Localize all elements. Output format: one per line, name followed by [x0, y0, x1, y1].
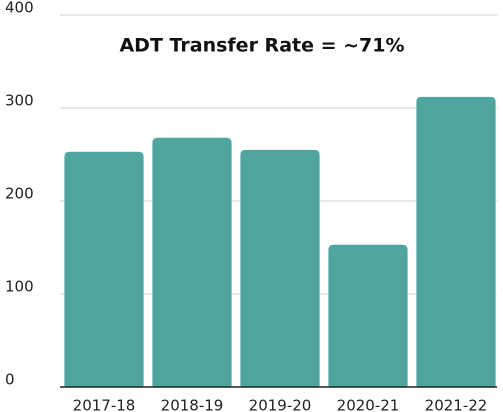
- bar: [416, 96, 496, 387]
- y-tick-label: 400: [5, 0, 34, 17]
- x-tick-label: 2018-19: [161, 397, 224, 412]
- x-tick-label: 2020-21: [337, 397, 400, 412]
- bar: [64, 151, 144, 387]
- y-tick-label: 100: [5, 278, 34, 296]
- y-tick-label: 200: [5, 185, 34, 203]
- bar: [240, 149, 320, 387]
- bar: [328, 244, 408, 387]
- y-tick-label: 0: [5, 371, 15, 389]
- x-tick-label: 2017-18: [73, 397, 136, 412]
- x-tick-label: 2019-20: [249, 397, 312, 412]
- bar: [152, 137, 232, 387]
- y-tick-label: 300: [5, 92, 34, 110]
- x-tick-label: 2021-22: [425, 397, 488, 412]
- chart-title: ADT Transfer Rate = ~71%: [119, 35, 404, 57]
